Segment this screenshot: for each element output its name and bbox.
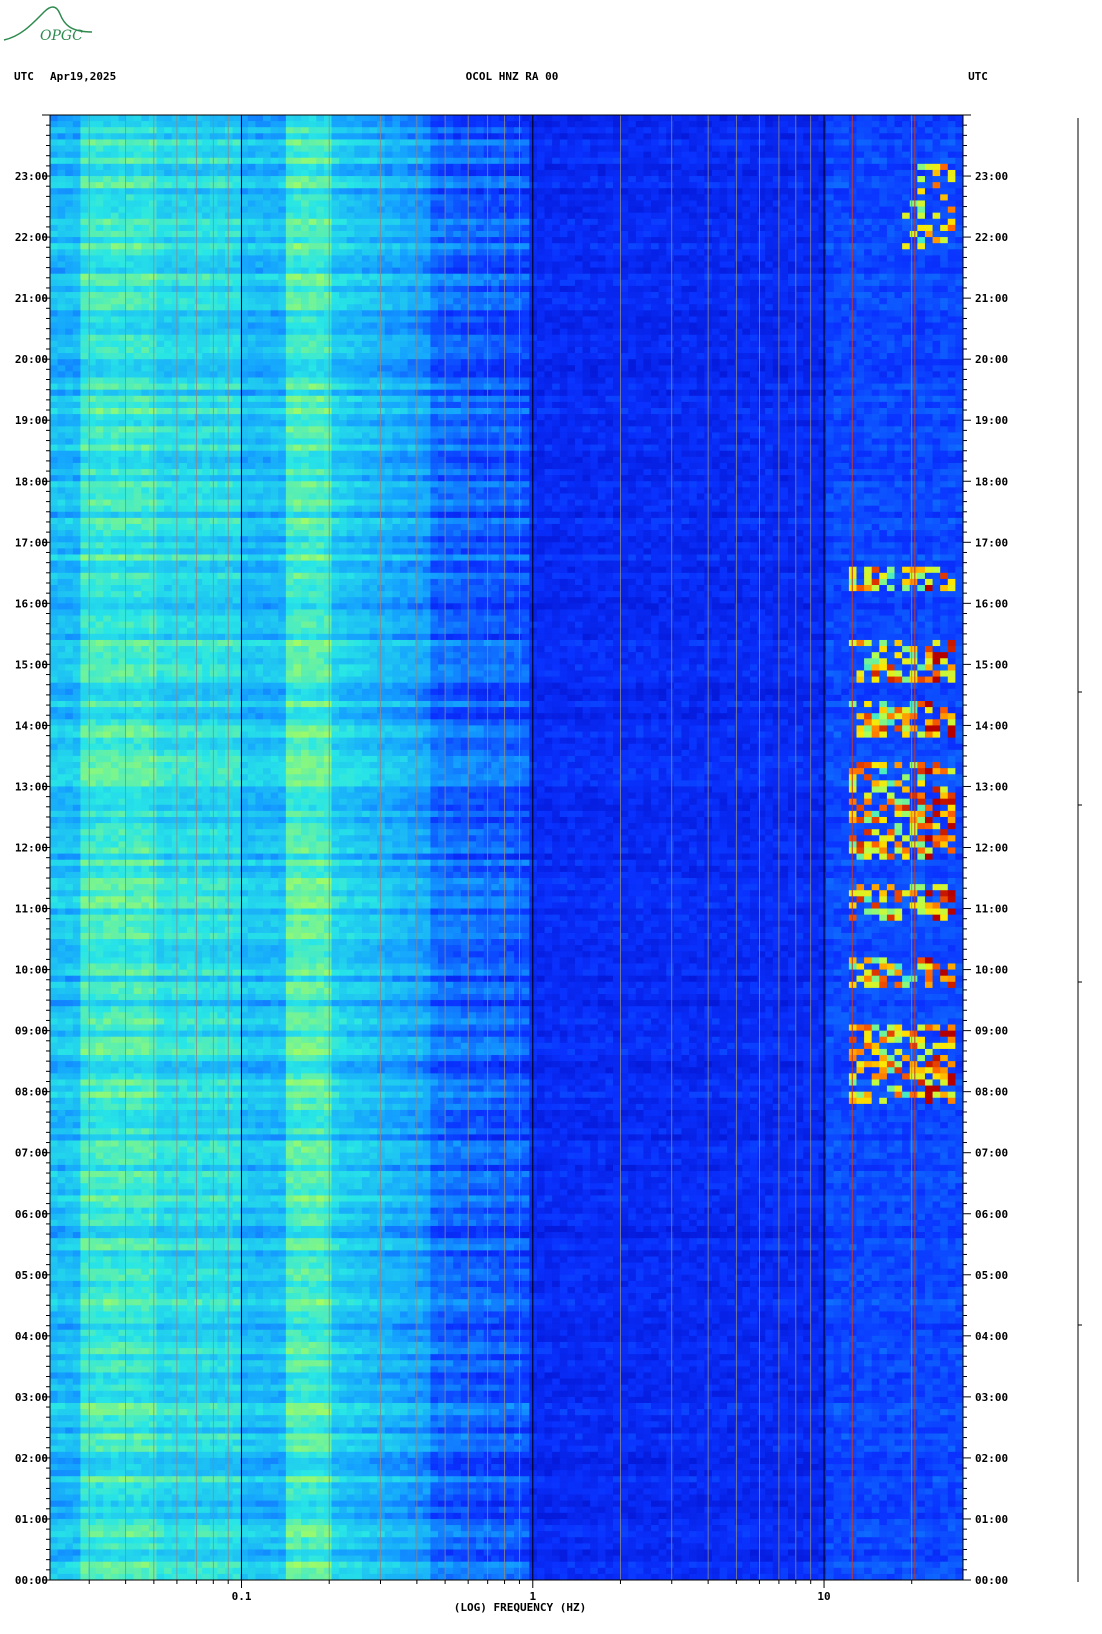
left-time-axis: 00:00 01:00 02:00 03:00 04:00 05:00 06:00 07:00…	[15, 114, 50, 1587]
y-tick-label-right: 10:00	[975, 964, 1008, 977]
y-tick-label-left: 15:00	[15, 658, 48, 671]
y-tick-label-left: 01:00	[15, 1513, 48, 1526]
y-tick-label-left: 04:00	[15, 1330, 48, 1343]
y-tick-label-left: 22:00	[15, 231, 48, 244]
right-timezone-label: UTC	[968, 70, 988, 83]
x-tick-label: 10	[817, 1590, 830, 1603]
y-tick-label-left: 10:00	[15, 964, 48, 977]
y-tick-label-left: 18:00	[15, 475, 48, 488]
y-tick-label-left: 02:00	[15, 1452, 48, 1465]
x-tick-label: 1	[529, 1590, 536, 1603]
y-tick-label-left: 11:00	[15, 903, 48, 916]
y-tick-label-right: 12:00	[975, 842, 1008, 855]
opgc-logo: OPGC	[3, 6, 93, 44]
y-tick-label-left: 05:00	[15, 1269, 48, 1282]
y-tick-label-right: 22:00	[975, 231, 1008, 244]
right-time-axis: 00:00 01:00 02:00 03:00 04:00 05:00 06:00 07:00…	[963, 114, 1008, 1587]
spectrogram-plot	[49, 114, 964, 1581]
y-tick-label-right: 02:00	[975, 1452, 1008, 1465]
y-tick-label-right: 03:00	[975, 1391, 1008, 1404]
station-title: OCOL HNZ RA 00	[466, 70, 559, 83]
date-label: Apr19,2025	[50, 70, 116, 83]
x-tick-label: 0.1	[232, 1590, 252, 1603]
y-tick-label-left: 08:00	[15, 1086, 48, 1099]
y-tick-label-left: 00:00	[15, 1574, 48, 1587]
y-tick-label-right: 16:00	[975, 597, 1008, 610]
y-tick-label-right: 14:00	[975, 719, 1008, 732]
y-tick-label-right: 09:00	[975, 1025, 1008, 1038]
y-tick-label-left: 21:00	[15, 292, 48, 305]
y-tick-label-left: 09:00	[15, 1025, 48, 1038]
y-tick-label-left: 14:00	[15, 719, 48, 732]
y-tick-label-right: 07:00	[975, 1147, 1008, 1160]
spectrogram-heatmap	[50, 115, 963, 1580]
y-tick-label-right: 00:00	[975, 1574, 1008, 1587]
logo-mountain-icon	[3, 6, 93, 41]
y-tick-label-left: 12:00	[15, 842, 48, 855]
y-tick-label-right: 05:00	[975, 1269, 1008, 1282]
y-tick-label-right: 11:00	[975, 903, 1008, 916]
left-timezone-label: UTC	[14, 70, 34, 83]
y-tick-label-right: 21:00	[975, 292, 1008, 305]
y-tick-label-left: 07:00	[15, 1147, 48, 1160]
frequency-gridlines	[88, 115, 916, 1580]
y-tick-label-right: 23:00	[975, 170, 1008, 183]
y-tick-label-right: 20:00	[975, 353, 1008, 366]
x-axis-label: (LOG) FREQUENCY (HZ)	[454, 1601, 586, 1614]
y-tick-label-left: 13:00	[15, 780, 48, 793]
amplitude-scale-bar	[1077, 118, 1082, 1582]
y-tick-label-right: 13:00	[975, 780, 1008, 793]
y-tick-label-left: 17:00	[15, 536, 48, 549]
y-tick-label-right: 06:00	[975, 1208, 1008, 1221]
logo-text: OPGC	[40, 28, 83, 44]
y-tick-label-right: 18:00	[975, 475, 1008, 488]
y-tick-label-right: 17:00	[975, 536, 1008, 549]
y-tick-label-left: 16:00	[15, 597, 48, 610]
y-tick-label-right: 08:00	[975, 1086, 1008, 1099]
frequency-axis: 0.1 1 10	[88, 1580, 913, 1603]
y-tick-label-left: 20:00	[15, 353, 48, 366]
y-tick-label-right: 15:00	[975, 658, 1008, 671]
y-tick-label-left: 19:00	[15, 414, 48, 427]
y-tick-label-left: 03:00	[15, 1391, 48, 1404]
y-tick-label-right: 01:00	[975, 1513, 1008, 1526]
y-tick-label-right: 19:00	[975, 414, 1008, 427]
y-tick-label-left: 06:00	[15, 1208, 48, 1221]
y-tick-label-right: 04:00	[975, 1330, 1008, 1343]
y-tick-label-left: 23:00	[15, 170, 48, 183]
